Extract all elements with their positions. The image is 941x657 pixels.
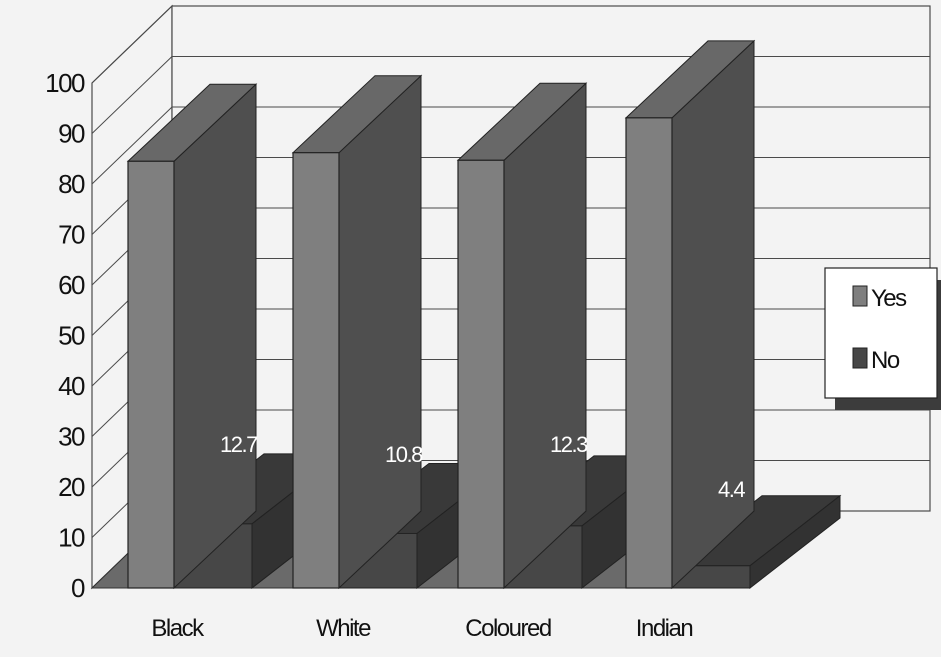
y-tick-label: 80 [58, 169, 85, 199]
bar-yes-indian-side [671, 39, 755, 590]
y-tick-label: 50 [58, 321, 85, 351]
gridline-side [91, 56, 173, 134]
category-label-white: White [316, 615, 371, 642]
data-label-no-indian: 4.4 [718, 477, 745, 502]
y-tick-label: 100 [45, 68, 85, 98]
y-tick-label: 70 [58, 220, 85, 250]
bar-yes-coloured-side [503, 82, 587, 590]
y-tick-label: 30 [58, 422, 85, 452]
legend-swatch-yes [852, 285, 868, 307]
gridline-side [91, 106, 173, 185]
legend-label-yes: Yes [871, 285, 907, 312]
category-label-black: Black [151, 615, 205, 642]
category-label-indian: Indian [636, 615, 693, 642]
bar-yes-white [292, 152, 340, 589]
data-label-no-black: 12.7 [220, 432, 258, 457]
bar-yes-white-side [338, 74, 422, 590]
bar-yes-indian [625, 117, 673, 589]
legend-label-no: No [871, 347, 900, 374]
category-label-coloured: Coloured [465, 615, 551, 642]
y-tick-label: 60 [58, 270, 85, 300]
y-tick-label: 40 [58, 371, 85, 401]
bar-yes-black-side [173, 83, 257, 590]
y-tick-label: 20 [58, 472, 85, 502]
gridline-side [91, 5, 173, 84]
legend [824, 267, 938, 399]
y-tick-label: 10 [58, 523, 85, 553]
legend-swatch-no [852, 347, 868, 369]
data-label-no-white: 10.8 [385, 442, 423, 467]
data-label-no-coloured: 12.3 [550, 432, 588, 457]
bar-yes-black [127, 160, 175, 589]
y-tick-label: 90 [58, 119, 85, 149]
bar-yes-coloured [457, 159, 505, 589]
y-tick-label: 0 [71, 573, 85, 603]
